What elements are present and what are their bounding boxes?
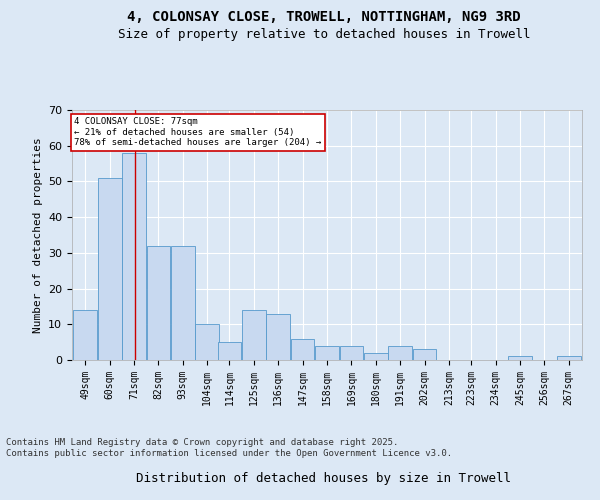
Bar [388, 346, 412, 360]
Bar [218, 342, 241, 360]
Text: 4 COLONSAY CLOSE: 77sqm
← 21% of detached houses are smaller (54)
78% of semi-de: 4 COLONSAY CLOSE: 77sqm ← 21% of detache… [74, 117, 322, 147]
Text: Size of property relative to detached houses in Trowell: Size of property relative to detached ho… [118, 28, 530, 41]
Bar [146, 246, 170, 360]
Bar [266, 314, 290, 360]
Bar [557, 356, 581, 360]
Bar [413, 350, 436, 360]
Text: Contains HM Land Registry data © Crown copyright and database right 2025.
Contai: Contains HM Land Registry data © Crown c… [6, 438, 452, 458]
Y-axis label: Number of detached properties: Number of detached properties [32, 137, 43, 333]
Bar [242, 310, 266, 360]
Bar [122, 153, 146, 360]
Bar [171, 246, 195, 360]
Bar [73, 310, 97, 360]
Bar [196, 324, 219, 360]
Bar [98, 178, 122, 360]
Bar [291, 338, 314, 360]
Text: Distribution of detached houses by size in Trowell: Distribution of detached houses by size … [137, 472, 511, 485]
Text: 4, COLONSAY CLOSE, TROWELL, NOTTINGHAM, NG9 3RD: 4, COLONSAY CLOSE, TROWELL, NOTTINGHAM, … [127, 10, 521, 24]
Bar [364, 353, 388, 360]
Bar [315, 346, 339, 360]
Bar [340, 346, 363, 360]
Bar [508, 356, 532, 360]
